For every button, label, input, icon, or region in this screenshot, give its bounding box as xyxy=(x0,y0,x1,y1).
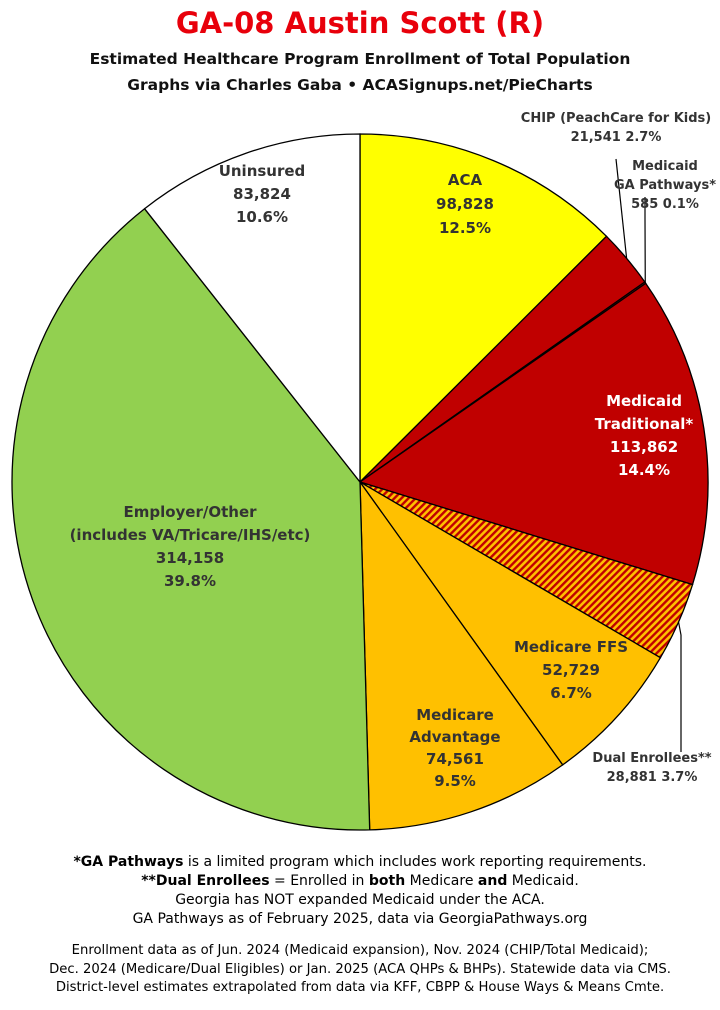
slice-label: Medicare FFS 52,729 6.7% xyxy=(514,638,628,702)
leader-line xyxy=(615,158,628,259)
pie-slice-employer-other-includes-va-tricare-ihs-etc xyxy=(11,207,371,831)
chart-credit: Graphs via Charles Gaba • ACASignups.net… xyxy=(127,76,593,94)
source-line: Dec. 2024 (Medicare/Dual Eligibles) or J… xyxy=(49,961,671,977)
note-expansion: Georgia has NOT expanded Medicaid under … xyxy=(175,892,545,908)
source-line: Enrollment data as of Jun. 2024 (Medicai… xyxy=(71,943,649,958)
note-dual-enrollees: **Dual Enrollees = Enrolled in both Medi… xyxy=(141,873,579,889)
chart-subtitle: Estimated Healthcare Program Enrollment … xyxy=(89,50,631,68)
slice-label: CHIP (PeachCare for Kids) 21,541 2.7% xyxy=(521,111,711,145)
pie-chart: ACA 98,828 12.5% CHIP (PeachCare for Kids) 2… xyxy=(11,111,716,831)
note-ga-pathways: *GA Pathways is a limited program which … xyxy=(73,854,647,870)
source-footer: Enrollment data as of Jun. 2024 (Medicai… xyxy=(0,942,720,998)
slice-label: ACA 98,828 12.5% xyxy=(436,171,494,237)
pie-slice-medicare-advantage xyxy=(359,479,564,831)
chart-title: GA-08 Austin Scott (R) xyxy=(175,6,545,40)
source-line: District-level estimates extrapolated fr… xyxy=(55,980,665,995)
slice-label: Dual Enrollees** 28,881 3.7% xyxy=(592,751,711,785)
slice-label: Medicaid Traditional* 113,862 14.4% xyxy=(595,392,694,479)
slice-label: Medicaid GA Pathways* 585 0.1% xyxy=(614,159,716,212)
footnotes: *GA Pathways is a limited program which … xyxy=(0,853,720,929)
slice-label: Medicare Advantage 74,561 9.5% xyxy=(409,706,500,790)
pie-slice-medicare-ffs xyxy=(359,481,662,766)
pie-slice-aca xyxy=(359,133,608,484)
leader-line xyxy=(677,621,682,752)
slice-label: Uninsured 83,824 10.6% xyxy=(219,162,306,226)
slice-label: Employer/Other (includes VA/Tricare/IHS/e… xyxy=(70,503,311,590)
pie-slice-uninsured xyxy=(143,133,361,484)
pie-slice-medicaid-traditional xyxy=(358,282,709,586)
note-pathways-source: GA Pathways as of February 2025, data vi… xyxy=(132,911,588,927)
